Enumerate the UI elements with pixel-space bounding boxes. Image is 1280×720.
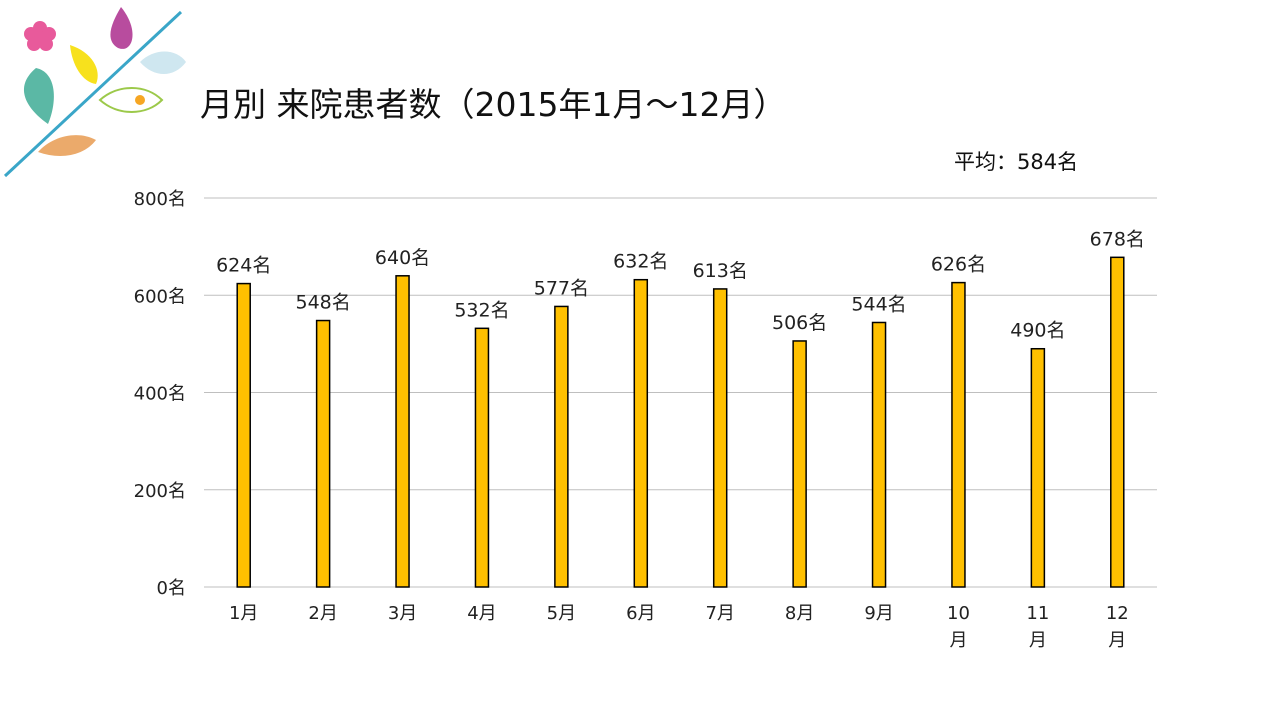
bar [871, 321, 887, 588]
x-tick-label: 6月 [626, 603, 655, 624]
bar [951, 281, 966, 588]
x-tick-label: 月 [949, 630, 967, 651]
x-tick-label: 11 [1026, 603, 1049, 624]
data-label: 548名 [295, 292, 350, 314]
teal-leaf-icon [23, 68, 54, 124]
y-tick-label: 0名 [157, 578, 186, 599]
data-label: 577名 [534, 277, 589, 299]
data-label: 678名 [1090, 228, 1145, 250]
bar [236, 282, 251, 588]
data-label: 632名 [613, 251, 668, 273]
diagonal-line [3, 10, 183, 178]
average-label: 平均：584名 [954, 150, 1079, 174]
chart-title: 月別 来院患者数（2015年1月～12月） [200, 85, 787, 124]
x-tick-label: 12 [1106, 603, 1129, 624]
pink-flower-icon [24, 21, 56, 51]
data-label: 532名 [454, 299, 509, 321]
green-leaf-icon [98, 87, 164, 113]
bar [1030, 347, 1046, 588]
data-label: 613名 [693, 260, 748, 282]
x-tick-label: 10 [947, 603, 970, 624]
y-tick-label: 600名 [134, 286, 186, 307]
bar [633, 278, 649, 588]
bar [792, 340, 807, 588]
data-label: 640名 [375, 247, 430, 269]
bar [395, 275, 410, 588]
data-label: 506名 [772, 312, 827, 334]
x-tick-label: 1月 [229, 603, 258, 624]
magenta-leaf-icon [110, 7, 133, 49]
data-label: 490名 [1010, 320, 1065, 342]
x-tick-label: 2月 [308, 603, 337, 624]
yellow-leaf-icon [70, 45, 98, 84]
x-tick-label: 月 [1108, 630, 1126, 651]
bar [1110, 256, 1125, 588]
y-tick-label: 400名 [134, 384, 186, 405]
bar [554, 305, 569, 588]
orange-leaf-icon [38, 135, 96, 156]
x-tick-label: 4月 [467, 603, 496, 624]
light-blue-leaf-icon [140, 51, 186, 74]
bar [474, 327, 490, 588]
decor-leaves [3, 7, 186, 178]
x-tick-label: 3月 [388, 603, 417, 624]
data-label: 544名 [851, 293, 906, 315]
orange-dot-icon [135, 95, 145, 105]
y-tick-label: 800名 [134, 189, 186, 210]
x-tick-label: 月 [1029, 630, 1047, 651]
x-tick-label: 8月 [785, 603, 814, 624]
bar [712, 288, 728, 588]
y-tick-label: 200名 [134, 481, 186, 502]
data-label: 624名 [216, 255, 271, 277]
x-tick-label: 5月 [547, 603, 576, 624]
x-tick-label: 7月 [705, 603, 734, 624]
x-tick-label: 9月 [864, 603, 893, 624]
data-label: 626名 [931, 254, 986, 276]
bar [315, 319, 331, 588]
